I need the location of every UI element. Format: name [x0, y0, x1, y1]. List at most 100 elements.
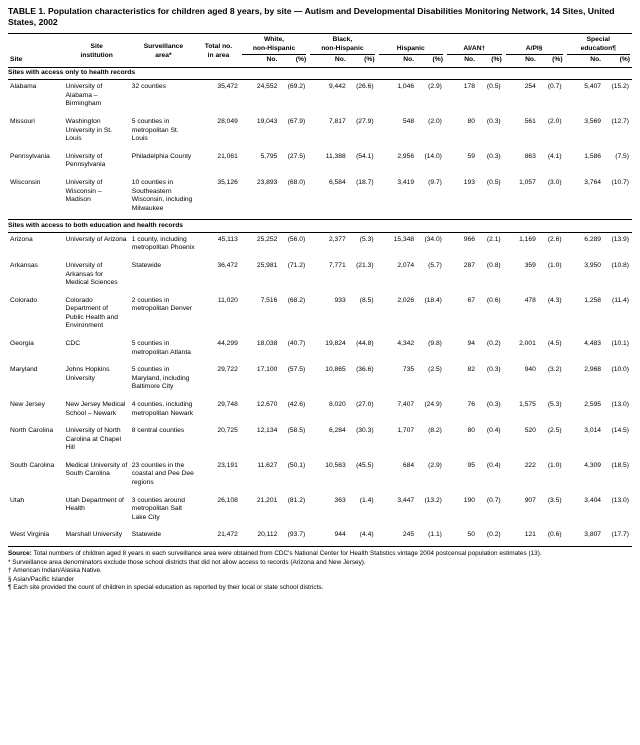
percent-cell: (44.8) [356, 340, 374, 348]
count-cell: 520 [524, 427, 536, 435]
area-cell: 3 counties around metropolitan Salt Lake… [131, 496, 185, 521]
footnotes: Source: Total numbers of children aged 8… [8, 550, 632, 593]
section-heading-row: Sites with access to both education and … [8, 219, 632, 233]
percent-cell: (3.5) [547, 496, 562, 504]
col-group-special-education-label: Special education¶ [566, 36, 630, 56]
col-header-site: Site [10, 56, 23, 64]
site-cell: Wisconsin [10, 178, 41, 186]
site-cell: North Carolina [10, 427, 54, 435]
count-cell: 21,201 [256, 496, 278, 504]
percent-cell: (27.0) [356, 400, 374, 408]
col-group-white-nonhispanic: White, non-Hispanic [240, 34, 308, 56]
table-row: Arizona University of Arizona 1 county, in… [8, 232, 632, 259]
percent-cell: (2.0) [428, 118, 442, 126]
total-cell: 29,748 [217, 400, 238, 408]
percent-cell: (1.0) [547, 461, 562, 469]
percent-cell: (36.6) [356, 366, 374, 374]
total-cell: 36,472 [217, 261, 238, 269]
count-cell: 59 [467, 152, 475, 160]
col-group-hispanic: Hispanic [377, 34, 445, 56]
count-cell: 8,020 [328, 400, 346, 408]
table-row: Colorado Colorado Department of Public He… [8, 294, 632, 337]
percent-cell: (9.8) [428, 340, 442, 348]
percent-cell: (81.2) [287, 496, 306, 504]
total-cell: 23,191 [217, 461, 238, 469]
percent-cell: (0.7) [547, 83, 562, 91]
percent-cell: (2.5) [547, 427, 562, 435]
col-header-institution: Site institution [80, 43, 113, 59]
table-row: South Carolina Medical University of Sout… [8, 459, 632, 494]
count-cell: 3,404 [584, 496, 602, 504]
area-cell: 5 counties in metropolitan St. Louis [131, 118, 179, 143]
percent-cell: (13.2) [424, 496, 442, 504]
site-cell: New Jersey [10, 400, 45, 408]
area-cell: 10 counties in Southeastern Wisconsin, i… [131, 178, 193, 212]
count-cell: 80 [467, 427, 475, 435]
total-cell: 45,113 [217, 235, 238, 243]
count-cell: 19,824 [325, 340, 346, 348]
percent-cell: (0.2) [486, 531, 501, 539]
percent-cell: (0.3) [486, 400, 501, 408]
area-cell: Philadelphia County [131, 152, 192, 160]
total-cell: 44,299 [217, 340, 238, 348]
percent-cell: (0.5) [486, 83, 501, 91]
count-cell: 23,893 [256, 178, 278, 186]
col-group-hispanic-label: Hispanic [378, 45, 443, 56]
count-cell: 684 [402, 461, 415, 469]
percent-cell: (54.1) [356, 152, 374, 160]
institution-cell: Washington University in St. Louis [65, 118, 113, 143]
count-cell: 907 [524, 496, 536, 504]
count-cell: 50 [467, 531, 475, 539]
count-cell: 4,309 [584, 461, 602, 469]
count-cell: 3,447 [397, 496, 415, 504]
count-cell: 1,057 [519, 178, 536, 186]
count-cell: 7,516 [260, 296, 278, 304]
count-cell: 3,807 [584, 531, 602, 539]
section-heading-row: Sites with access only to health records [8, 66, 632, 81]
total-cell: 21,472 [217, 531, 238, 539]
count-cell: 9,442 [328, 83, 346, 91]
total-cell: 26,108 [217, 496, 238, 504]
percent-cell: (7.5) [615, 152, 629, 160]
percent-cell: (4.4) [359, 531, 374, 539]
count-cell: 12,670 [256, 400, 278, 408]
count-cell: 2,001 [519, 340, 536, 348]
table-row: West Virginia Marshall University Statewid… [8, 528, 632, 546]
col-subheader-no: No. [464, 56, 475, 64]
count-cell: 17,100 [256, 366, 278, 374]
count-cell: 548 [402, 118, 415, 126]
institution-cell: University of Arkansas for Medical Scien… [65, 261, 118, 287]
percent-cell: (34.0) [424, 235, 442, 243]
percent-cell: (14.0) [424, 152, 442, 160]
col-header-area: Surveillance area* [143, 43, 184, 59]
table-title: TABLE 1. Population characteristics for … [8, 6, 615, 27]
count-cell: 193 [463, 178, 475, 186]
percent-cell: (0.3) [486, 366, 501, 374]
count-cell: 222 [524, 461, 536, 469]
count-cell: 1,169 [519, 235, 536, 243]
count-cell: 254 [524, 83, 536, 91]
institution-cell: Utah Department of Health [65, 496, 124, 513]
footnote-source-text: Total numbers of children aged 8 years i… [33, 549, 542, 557]
col-group-api-label: A/PI§ [505, 45, 563, 56]
institution-cell: University of Pennsylvania [65, 152, 106, 169]
count-cell: 4,483 [584, 340, 602, 348]
count-cell: 944 [334, 531, 346, 539]
percent-cell: (45.5) [356, 461, 374, 469]
percent-cell: (18.4) [424, 296, 442, 304]
count-cell: 2,026 [397, 296, 415, 304]
table-row: New Jersey New Jersey Medical School – Ne… [8, 398, 632, 424]
percent-cell: (68.0) [287, 178, 306, 186]
table-row: Pennsylvania University of Pennsylvania Ph… [8, 150, 632, 176]
site-cell: Georgia [10, 340, 34, 348]
percent-cell: (21.3) [356, 261, 374, 269]
percent-cell: (14.5) [611, 427, 629, 435]
col-subheader-pct: (%) [295, 56, 307, 64]
percent-cell: (2.5) [428, 366, 442, 374]
site-cell: Alabama [10, 83, 37, 91]
area-cell: 4 counties, including metropolitan Newar… [131, 400, 194, 417]
percent-cell: (8.5) [359, 296, 374, 304]
count-cell: 6,289 [584, 235, 602, 243]
col-subheader-no: No. [590, 56, 602, 64]
total-cell: 20,725 [217, 427, 238, 435]
